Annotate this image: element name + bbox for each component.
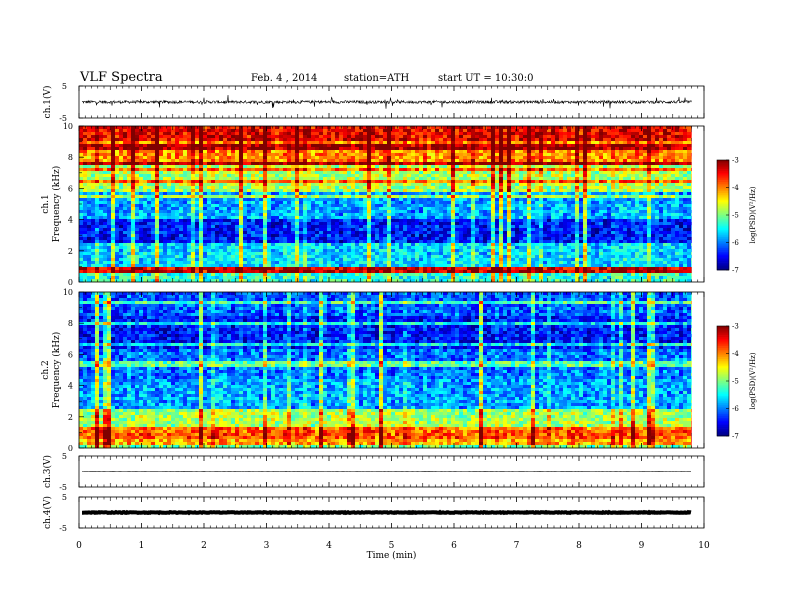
colorbar-tick-label: -4 [732, 184, 739, 192]
colorbar-label: log(PSD)(V²/Hz) [749, 352, 757, 409]
y-tick-label: 0 [68, 444, 73, 453]
y-tick-label: 2 [68, 247, 73, 256]
spectrogram-panel-2 [79, 292, 692, 449]
y-tick-label: 4 [68, 382, 73, 391]
colorbar-2 [717, 326, 729, 437]
y-tick-label: -5 [59, 524, 67, 533]
x-tick-label: 5 [389, 541, 395, 551]
colorbar-tick-label: -3 [732, 157, 739, 165]
x-tick-label: 4 [326, 541, 332, 551]
start-time-label: start UT = 10:30:0 [438, 73, 534, 84]
y-tick-label: 0 [68, 278, 73, 287]
x-tick-label: 2 [201, 541, 207, 551]
y-axis-label: ch.3(V) [42, 455, 53, 488]
y-tick-label: 5 [62, 493, 67, 502]
colorbar-tick-label: -7 [732, 267, 739, 275]
y-tick-label: 8 [68, 153, 73, 162]
colorbar-tick-label: -4 [732, 350, 739, 358]
y-axis-label: Frequency (kHz) [51, 166, 62, 243]
colorbar-tick-label: -6 [732, 239, 739, 247]
waveform-trace-0 [82, 94, 692, 109]
y-tick-label: 5 [62, 82, 67, 91]
y-tick-label: 5 [62, 452, 67, 461]
x-tick-label: 3 [264, 541, 270, 551]
x-tick-label: 8 [576, 541, 582, 551]
spectrogram-panel-1 [79, 126, 692, 283]
waveform-panel-0 [82, 94, 692, 109]
waveform-trace-4 [82, 509, 692, 516]
colorbar-tick-label: -7 [732, 433, 739, 441]
x-tick-label: 10 [698, 541, 710, 551]
colorbar-label: log(PSD)(V²/Hz) [749, 186, 757, 243]
colorbar-tick-label: -3 [732, 323, 739, 331]
y-tick-label: 8 [68, 319, 73, 328]
y-tick-label: 6 [68, 184, 73, 193]
date-label: Feb. 4 , 2014 [251, 73, 318, 84]
colorbar-tick-label: -6 [732, 405, 739, 413]
colorbar-tick-label: -5 [732, 212, 739, 220]
x-axis-label: Time (min) [367, 550, 417, 561]
y-axis-label: ch.2 [41, 360, 51, 379]
x-tick-label: 6 [451, 541, 457, 551]
y-tick-label: 6 [68, 350, 73, 359]
x-tick-label: 0 [76, 541, 82, 551]
waveform-panel-4 [82, 509, 692, 516]
y-tick-label: 10 [63, 288, 73, 297]
x-tick-label: 9 [639, 541, 645, 551]
y-tick-label: 2 [68, 413, 73, 422]
x-tick-label: 7 [514, 541, 520, 551]
y-tick-label: -5 [59, 483, 67, 492]
y-tick-label: -5 [59, 114, 67, 123]
y-tick-label: 4 [68, 216, 73, 225]
colorbar-tick-label: -5 [732, 378, 739, 386]
chart-title: VLF Spectra [80, 70, 163, 85]
y-tick-label: 10 [63, 122, 73, 131]
y-axis-label: Frequency (kHz) [51, 332, 62, 409]
y-axis-label: ch.1 [41, 194, 51, 213]
colorbar-1 [717, 160, 729, 271]
x-tick-label: 1 [139, 541, 145, 551]
station-label: station=ATH [344, 73, 410, 84]
y-axis-label: ch.4(V) [42, 496, 53, 529]
y-axis-label: ch.1(V) [42, 86, 53, 119]
